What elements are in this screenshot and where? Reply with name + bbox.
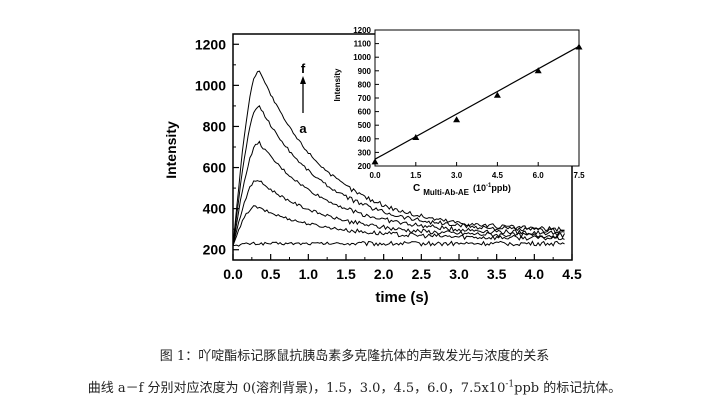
main-y-tick-label: 600	[203, 160, 227, 176]
inset-y-tick-label: 200	[358, 162, 372, 171]
inset-x-ticks: 0.0 1.5 3.0 4.5 6.0 7.5	[369, 162, 585, 180]
main-x-tick-label: 3.5	[487, 266, 507, 282]
inset-x-label-end: ppb)	[491, 183, 511, 193]
inset-data-point	[493, 91, 501, 98]
main-x-tick-label: 3.0	[449, 266, 469, 282]
inset-y-tick-label: 1000	[353, 53, 371, 62]
inset-y-ticks: 200 300 400 500 600 700 800 900 1000 1100 1200	[353, 26, 379, 171]
inset-x-label-exp: -1	[486, 183, 492, 189]
caption-line-2-sup: -1	[505, 379, 515, 390]
main-x-ticks: 0.0 0.5 1.0 1.5 2.0 2.5 3.0 3.5 4.0 4.5	[223, 254, 582, 282]
main-x-tick-label: 2.0	[374, 266, 394, 282]
main-y-tick-label: 400	[203, 201, 227, 217]
inset-points	[371, 43, 583, 165]
inset-x-tick-label: 4.5	[492, 171, 504, 180]
inset-y-tick-label: 900	[358, 67, 372, 76]
main-x-tick-label: 4.0	[525, 266, 545, 282]
caption-line-2-post: ppb 的标记抗体。	[514, 381, 622, 396]
main-chart: 0.0 0.5 1.0 1.5 2.0 2.5 3.0 3.5 4.0 4.5 200 400 600…	[163, 33, 582, 306]
main-y-tick-label: 200	[203, 242, 227, 258]
inset-fit-line	[374, 45, 580, 160]
inset-y-tick-label: 800	[358, 80, 372, 89]
inset-y-tick-label: 400	[358, 135, 372, 144]
inset-x-label-sub: Multi-Ab-AE	[423, 188, 469, 197]
main-x-tick-label: 0.5	[261, 266, 281, 282]
inset-y-tick-label: 1200	[353, 26, 371, 35]
inset-x-tick-label: 1.5	[410, 171, 422, 180]
main-x-axis-label: time (s)	[375, 289, 428, 306]
inset-chart: 0.0 1.5 3.0 4.5 6.0 7.5 200 300 400 500 600 700 800…	[333, 26, 585, 197]
inset-data-point	[371, 158, 379, 165]
inset-x-tick-label: 6.0	[533, 171, 545, 180]
caption-line-2: 曲线 a－f 分别对应浓度为 0(溶剂背景)，1.5，3.0，4.5，6.0，7…	[0, 377, 709, 396]
main-y-tick-label: 1200	[195, 36, 226, 52]
inset-x-label-main: C	[413, 183, 420, 194]
main-curve-series	[232, 70, 565, 246]
annotation-top-label: f	[301, 61, 306, 76]
inset-data-point	[534, 67, 542, 74]
inset-fit-line-path	[374, 45, 580, 160]
inset-x-tick-label: 7.5	[573, 171, 585, 180]
main-y-tick-label: 800	[203, 118, 227, 134]
inset-x-axis-label: C Multi-Ab-AE (10-1ppb)	[413, 183, 511, 197]
main-x-tick-label: 0.0	[223, 266, 243, 282]
main-y-axis-label: Intensity	[163, 121, 179, 179]
inset-y-tick-label: 600	[358, 108, 372, 117]
caption-line-2-pre: 曲线 a－f 分别对应浓度为 0(溶剂背景)，1.5，3.0，4.5，6.0，7…	[87, 381, 506, 396]
annotation-bottom-label: a	[299, 121, 307, 136]
inset-y-tick-label: 700	[358, 94, 372, 103]
inset-x-tick-label: 3.0	[451, 171, 463, 180]
main-x-tick-label: 1.5	[336, 266, 356, 282]
inset-y-axis-label: Intensity	[333, 68, 342, 101]
main-curve-series	[232, 180, 565, 246]
caption-line-1: 图 1：吖啶酯标记豚鼠抗胰岛素多克隆抗体的声致发光与浓度的关系	[159, 349, 550, 364]
main-y-tick-label: 1000	[195, 77, 226, 93]
inset-y-tick-label: 300	[358, 148, 372, 157]
main-x-tick-label: 2.5	[412, 266, 432, 282]
main-curve-series	[232, 205, 565, 246]
inset-data-point	[412, 133, 420, 140]
main-curve-series	[232, 240, 565, 247]
annotation-arrow-head	[300, 76, 306, 84]
inset-x-tick-label: 0.0	[369, 171, 381, 180]
inset-y-tick-label: 500	[358, 121, 372, 130]
inset-plot-frame	[374, 29, 580, 167]
main-curve-series	[232, 104, 565, 246]
main-x-tick-label: 1.0	[299, 266, 319, 282]
inset-data-point	[575, 43, 583, 50]
main-y-ticks: 200 400 600 800 1000 1200	[195, 36, 239, 258]
main-curve-series	[232, 140, 565, 246]
inset-x-label-unit: (10	[473, 183, 486, 193]
main-x-tick-label: 4.5	[562, 266, 582, 282]
inset-y-tick-label: 1100	[354, 40, 372, 49]
inset-data-point	[453, 116, 461, 123]
main-curves	[232, 70, 565, 247]
